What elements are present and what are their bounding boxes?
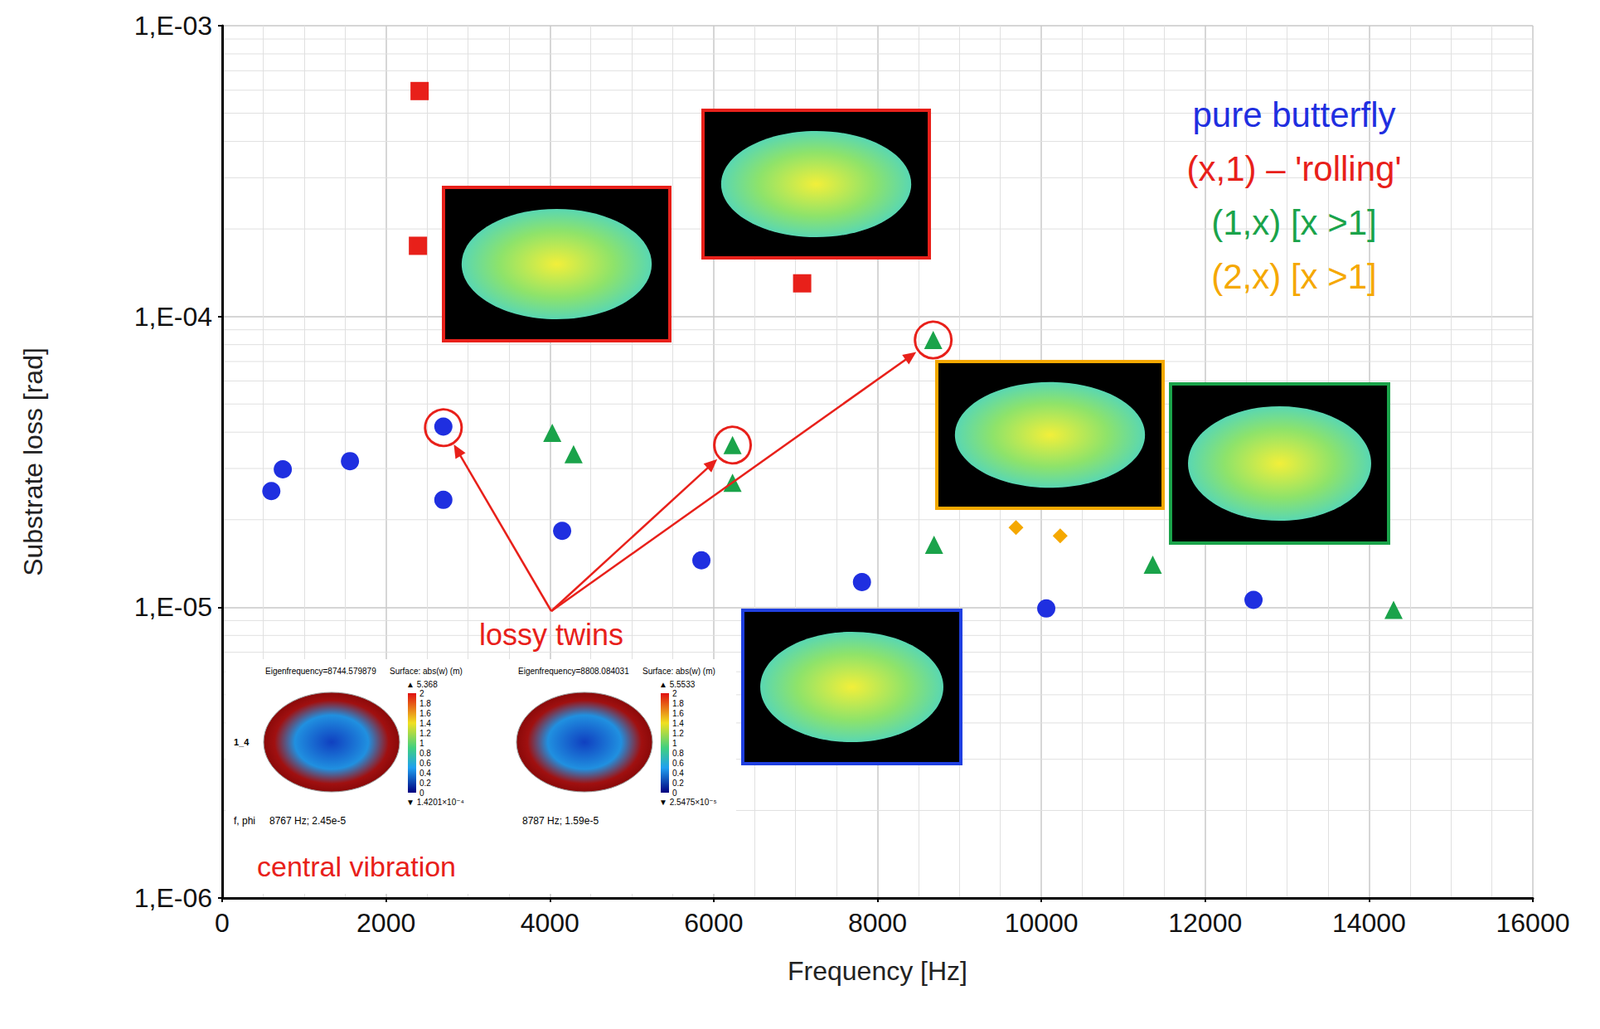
svg-text:Eigenfrequency=8808.084031: Eigenfrequency=8808.084031 (518, 666, 630, 676)
svg-text:0.8: 0.8 (672, 748, 684, 758)
svg-text:0: 0 (672, 788, 678, 798)
svg-text:Surface: abs(w) (m): Surface: abs(w) (m) (389, 666, 463, 676)
svg-text:central vibration: central vibration (256, 850, 456, 883)
svg-text:1.4: 1.4 (672, 718, 684, 728)
svg-text:0.4: 0.4 (672, 768, 684, 778)
svg-text:12000: 12000 (1168, 907, 1242, 938)
svg-text:0.2: 0.2 (419, 778, 432, 788)
svg-text:▼ 1.4201×10⁻⁴: ▼ 1.4201×10⁻⁴ (406, 797, 465, 807)
svg-text:1: 1 (419, 738, 425, 748)
svg-text:Surface: abs(w) (m): Surface: abs(w) (m) (642, 666, 716, 676)
svg-text:1,E-04: 1,E-04 (134, 301, 213, 332)
svg-text:1_4: 1_4 (233, 736, 250, 747)
svg-text:8000: 8000 (848, 907, 907, 938)
svg-text:Eigenfrequency=8744.579879: Eigenfrequency=8744.579879 (265, 666, 377, 676)
svg-text:Substrate loss [rad]: Substrate loss [rad] (18, 347, 49, 577)
svg-text:lossy twins: lossy twins (479, 617, 624, 652)
svg-text:1.6: 1.6 (419, 708, 432, 718)
svg-text:0.8: 0.8 (419, 748, 432, 758)
svg-text:▲ 5.368: ▲ 5.368 (406, 679, 438, 689)
svg-text:16000: 16000 (1496, 907, 1571, 938)
svg-text:0.6: 0.6 (672, 758, 684, 768)
svg-text:14000: 14000 (1332, 907, 1407, 938)
svg-text:1: 1 (672, 738, 678, 748)
svg-text:(2,x) [x >1]: (2,x) [x >1] (1211, 256, 1377, 296)
svg-text:pure butterfly: pure butterfly (1192, 95, 1396, 135)
svg-text:2: 2 (672, 688, 678, 699)
svg-text:(x,1) – 'rolling': (x,1) – 'rolling' (1187, 149, 1402, 189)
svg-text:6000: 6000 (683, 907, 743, 938)
svg-text:8787 Hz; 1.59e-5: 8787 Hz; 1.59e-5 (522, 814, 599, 827)
svg-text:8767 Hz; 2.45e-5: 8767 Hz; 2.45e-5 (269, 814, 346, 827)
svg-text:1.8: 1.8 (672, 698, 684, 708)
svg-text:1.2: 1.2 (672, 728, 684, 738)
svg-text:1,E-06: 1,E-06 (134, 882, 213, 913)
svg-text:2000: 2000 (356, 907, 416, 938)
svg-text:10000: 10000 (1004, 907, 1079, 938)
svg-text:1.4: 1.4 (419, 718, 432, 728)
svg-text:0: 0 (214, 907, 230, 938)
svg-text:1,E-05: 1,E-05 (134, 591, 213, 622)
svg-text:2: 2 (419, 688, 425, 699)
svg-text:0.6: 0.6 (419, 758, 432, 768)
svg-text:Frequency [Hz]: Frequency [Hz] (787, 955, 968, 986)
svg-text:0.4: 0.4 (419, 768, 432, 778)
svg-text:0: 0 (419, 788, 425, 798)
svg-text:0.2: 0.2 (672, 778, 684, 788)
svg-text:f, phi: f, phi (233, 814, 256, 827)
svg-text:(1,x) [x >1]: (1,x) [x >1] (1211, 203, 1377, 243)
svg-text:1.2: 1.2 (419, 728, 432, 738)
svg-text:▼ 2.5475×10⁻⁵: ▼ 2.5475×10⁻⁵ (659, 797, 718, 807)
svg-text:1,E-03: 1,E-03 (134, 10, 213, 41)
svg-text:1.8: 1.8 (419, 698, 432, 708)
svg-text:4000: 4000 (520, 907, 580, 938)
svg-text:▲ 5.5533: ▲ 5.5533 (659, 679, 696, 689)
svg-text:1.6: 1.6 (672, 708, 684, 718)
